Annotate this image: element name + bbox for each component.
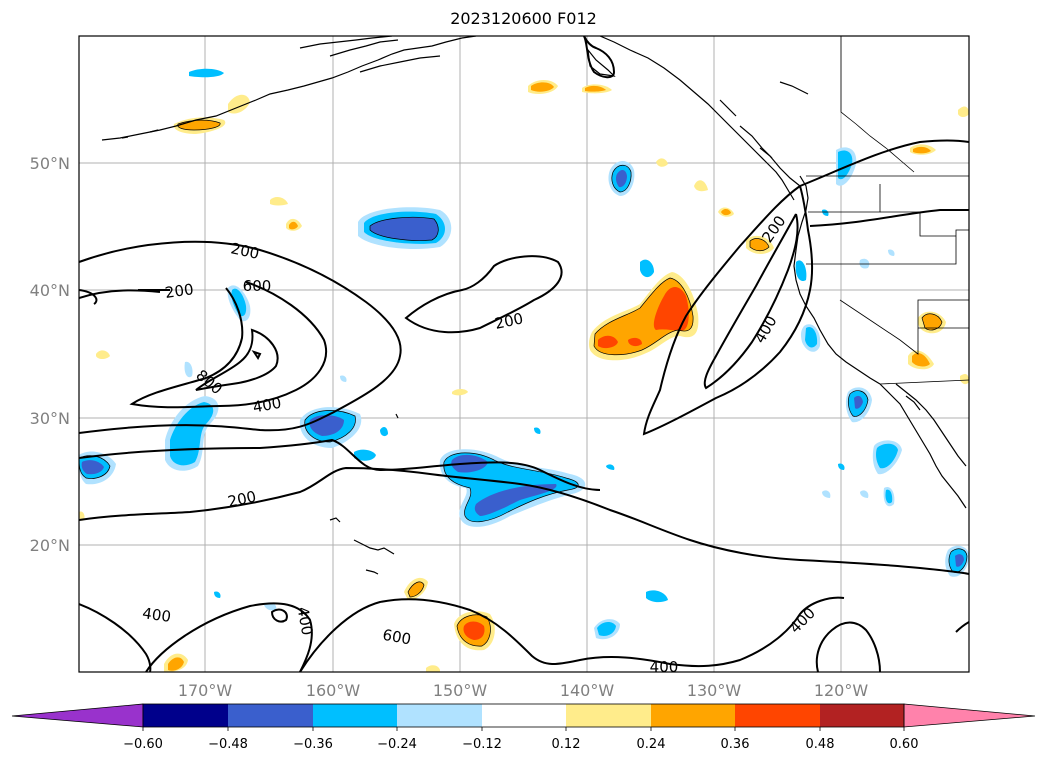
lon-label: 160°W <box>306 681 361 700</box>
positive-shading <box>79 80 969 672</box>
map-title: 2023120600 F012 <box>450 9 597 28</box>
shading-edges <box>79 119 968 647</box>
colorbar-swatch <box>651 704 735 727</box>
contour-label: 200 <box>493 309 525 333</box>
colorbar-tick-label: −0.60 <box>123 737 163 752</box>
colorbar-swatch <box>397 704 482 727</box>
contour-label: 400 <box>251 394 282 417</box>
colorbar: −0.60 −0.48 −0.36 −0.24 −0.12 0.12 0.24 … <box>11 703 1036 752</box>
contour-label: 600 <box>243 277 272 295</box>
contour-label: 200 <box>164 280 195 302</box>
height-contours <box>79 36 969 672</box>
contour-label: 200 <box>229 239 261 263</box>
borders <box>806 36 969 385</box>
map-frame <box>78 35 970 673</box>
colorbar-swatch <box>735 704 820 727</box>
lon-label: 140°W <box>560 681 615 700</box>
lon-label: 150°W <box>433 681 488 700</box>
contour-label: 400 <box>650 658 679 676</box>
colorbar-tick-label: −0.24 <box>377 737 417 752</box>
colorbar-tick-label: 0.60 <box>890 737 919 752</box>
map-plot-area: 200 200 600 800 400 200 200 200 400 400 … <box>78 35 970 676</box>
colorbar-swatch <box>566 704 651 727</box>
colorbar-swatch <box>143 704 228 727</box>
colorbar-swatch <box>482 704 566 727</box>
lat-label: 40°N <box>30 281 70 300</box>
contour-label: 200 <box>226 487 258 511</box>
colorbar-tick-label: −0.12 <box>462 737 502 752</box>
colorbar-tick-label: 0.24 <box>637 737 666 752</box>
colorbar-swatch <box>820 704 904 727</box>
contour-label: 600 <box>381 626 412 649</box>
contour-label: 400 <box>141 604 172 626</box>
lat-label: 50°N <box>30 154 70 173</box>
lat-label: 30°N <box>30 409 70 428</box>
contour-label: 400 <box>294 605 317 636</box>
colorbar-swatch <box>313 704 397 727</box>
lon-label: 120°W <box>814 681 869 700</box>
graticule <box>79 36 969 672</box>
contour-labels: 200 200 600 800 400 200 200 200 400 400 … <box>141 212 819 676</box>
colorbar-swatch-min <box>11 703 144 728</box>
colorbar-swatch <box>228 704 313 727</box>
lon-label: 170°W <box>178 681 233 700</box>
lat-label: 20°N <box>30 536 70 555</box>
colorbar-tick-label: 0.12 <box>552 737 581 752</box>
colorbar-tick-label: −0.48 <box>208 737 248 752</box>
longitude-labels: 170°W 160°W 150°W 140°W 130°W 120°W <box>178 681 869 700</box>
latitude-labels: 50°N 40°N 30°N 20°N <box>30 154 70 555</box>
colorbar-tick-label: −0.36 <box>293 737 333 752</box>
colorbar-swatch-max <box>903 703 1036 728</box>
colorbar-tick-label: 0.48 <box>806 737 835 752</box>
colorbar-tick-label: 0.36 <box>721 737 750 752</box>
lon-label: 130°W <box>687 681 742 700</box>
